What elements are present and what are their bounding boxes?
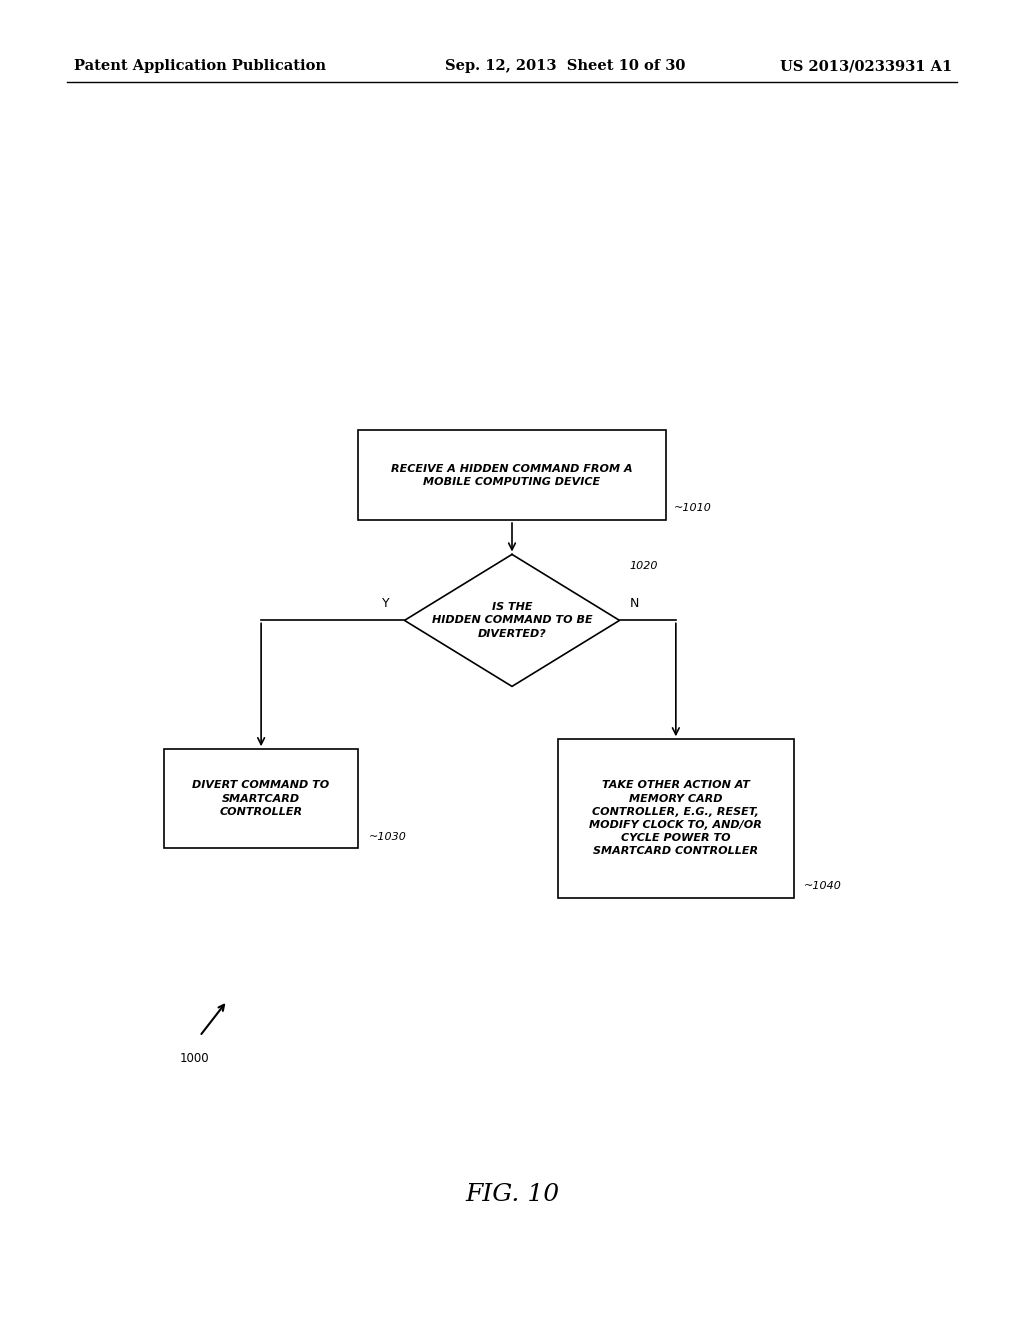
Text: Sep. 12, 2013  Sheet 10 of 30: Sep. 12, 2013 Sheet 10 of 30 [445, 59, 686, 74]
Text: Y: Y [382, 597, 389, 610]
Text: Patent Application Publication: Patent Application Publication [74, 59, 326, 74]
Bar [558, 739, 794, 898]
Text: RECEIVE A HIDDEN COMMAND FROM A
MOBILE COMPUTING DEVICE: RECEIVE A HIDDEN COMMAND FROM A MOBILE C… [391, 463, 633, 487]
Bar [164, 748, 358, 847]
Text: ~1030: ~1030 [369, 832, 407, 842]
Text: 1020: 1020 [630, 561, 658, 572]
Text: ~1010: ~1010 [674, 503, 712, 513]
Bar [358, 430, 666, 520]
Text: DIVERT COMMAND TO
SMARTCARD
CONTROLLER: DIVERT COMMAND TO SMARTCARD CONTROLLER [193, 780, 330, 817]
Text: N: N [630, 597, 639, 610]
Text: TAKE OTHER ACTION AT
MEMORY CARD
CONTROLLER, E.G., RESET,
MODIFY CLOCK TO, AND/O: TAKE OTHER ACTION AT MEMORY CARD CONTROL… [590, 780, 762, 857]
Text: FIG. 10: FIG. 10 [465, 1183, 559, 1206]
Text: ~1040: ~1040 [804, 880, 842, 891]
Text: US 2013/0233931 A1: US 2013/0233931 A1 [780, 59, 952, 74]
Text: IS THE
HIDDEN COMMAND TO BE
DIVERTED?: IS THE HIDDEN COMMAND TO BE DIVERTED? [432, 602, 592, 639]
Text: 1000: 1000 [180, 1052, 209, 1065]
